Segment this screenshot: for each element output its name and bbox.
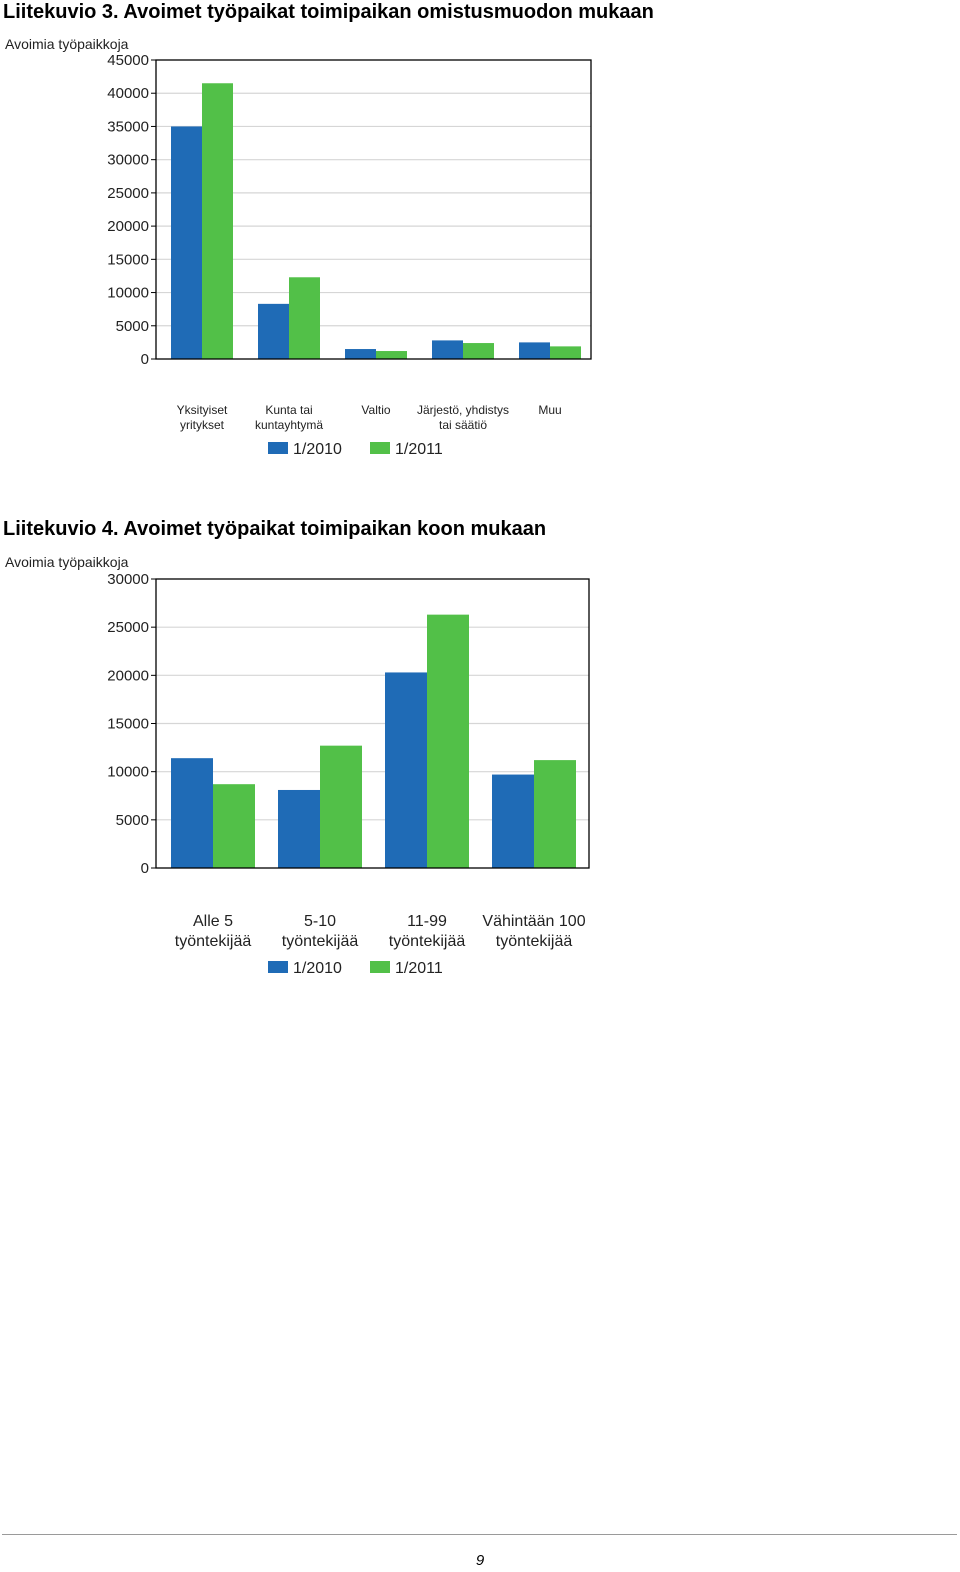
category-label: Kunta tai: [265, 403, 312, 417]
bar-1-2010: [519, 342, 550, 359]
y-tick-label: 5000: [116, 318, 149, 335]
bar-1-2011: [550, 346, 581, 359]
figure-3-caption: Liitekuvio 3. Avoimet työpaikat toimipai…: [3, 1, 654, 23]
y-tick-label: 0: [141, 351, 149, 368]
bar-1-2011: [289, 277, 320, 359]
category-label: Muu: [538, 403, 561, 417]
legend-swatch: [268, 442, 288, 454]
category-label: Vähintään 100: [482, 913, 585, 930]
y-tick-label: 20000: [107, 667, 149, 684]
y-tick-label: 20000: [107, 218, 149, 235]
bar-1-2010: [432, 340, 463, 359]
y-tick-label: 35000: [107, 118, 149, 135]
y-tick-label: 15000: [107, 716, 149, 733]
bar-1-2010: [171, 758, 213, 868]
y-tick-label: 0: [141, 860, 149, 877]
y-axis-title: Avoimia työpaikkoja: [5, 554, 129, 570]
category-label: Yksityiset: [177, 403, 228, 417]
bar-1-2011: [427, 614, 469, 868]
bar-1-2010: [258, 303, 289, 359]
legend-label: 1/2010: [293, 441, 342, 458]
bar-1-2011: [376, 351, 407, 359]
y-tick-label: 10000: [107, 285, 149, 302]
category-label: työntekijää: [282, 933, 359, 950]
category-label: Valtio: [361, 403, 390, 417]
category-label: kuntayhtymä: [255, 418, 323, 432]
legend-swatch: [370, 961, 390, 973]
bar-1-2010: [171, 126, 202, 359]
bar-1-2010: [385, 672, 427, 868]
category-label: yritykset: [180, 418, 225, 432]
bar-1-2011: [463, 343, 494, 359]
y-tick-label: 40000: [107, 85, 149, 102]
y-tick-label: 30000: [107, 152, 149, 169]
bar-1-2011: [320, 745, 362, 868]
bar-1-2011: [534, 760, 576, 868]
category-label: Alle 5: [193, 913, 233, 930]
y-tick-label: 30000: [107, 571, 149, 588]
bar-1-2010: [492, 774, 534, 868]
category-label: työntekijää: [389, 933, 466, 950]
y-axis-title: Avoimia työpaikkoja: [5, 36, 129, 52]
y-tick-label: 25000: [107, 185, 149, 202]
plot-frame: [155, 59, 592, 360]
y-tick-label: 15000: [107, 251, 149, 268]
bar-1-2011: [202, 83, 233, 359]
legend-swatch: [370, 442, 390, 454]
figure-4-caption: Liitekuvio 4. Avoimet työpaikat toimipai…: [3, 518, 547, 540]
y-tick-label: 10000: [107, 764, 149, 781]
y-tick-label: 5000: [116, 812, 149, 829]
category-label: Järjestö, yhdistys: [417, 403, 509, 417]
category-label: 11-99: [407, 913, 447, 930]
category-label: työntekijää: [496, 933, 573, 950]
legend-swatch: [268, 961, 288, 973]
bar-1-2010: [345, 349, 376, 359]
y-tick-label: 25000: [107, 619, 149, 636]
bar-chart-ownership: 0 5000 10000 15000 20000 25000 30000 35000 40000…: [5, 36, 592, 458]
category-label: työntekijää: [175, 933, 252, 950]
y-tick-label: 45000: [107, 52, 149, 69]
category-label: tai säätiö: [439, 418, 487, 432]
legend-label: 1/2010: [293, 960, 342, 977]
bar-1-2010: [278, 789, 320, 868]
legend-label: 1/2011: [395, 441, 443, 458]
page-number: 9: [475, 1552, 485, 1569]
legend-label: 1/2011: [395, 960, 443, 977]
plot-frame: [155, 578, 590, 869]
bar-1-2011: [213, 784, 255, 868]
category-label: 5-10: [304, 913, 336, 930]
footer-divider: [2, 1534, 957, 1535]
